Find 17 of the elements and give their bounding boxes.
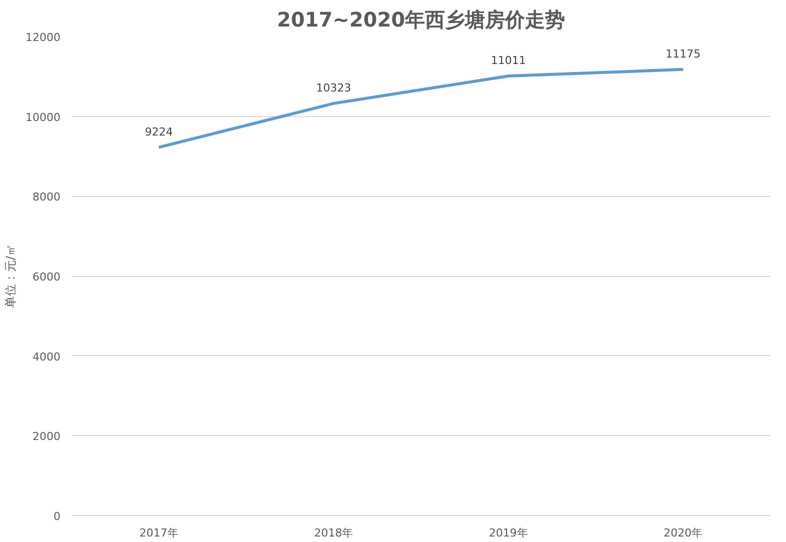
y-tick-label: 10000 bbox=[26, 110, 61, 124]
x-tick-label: 2019年 bbox=[488, 526, 528, 540]
y-tick-label: 4000 bbox=[32, 350, 61, 364]
y-axis-title: 单位：元/㎡ bbox=[4, 244, 18, 308]
y-tick-label: 12000 bbox=[26, 31, 61, 44]
x-tick-label: 2018年 bbox=[314, 526, 354, 540]
y-tick-label: 8000 bbox=[32, 190, 61, 204]
x-tick-label: 2020年 bbox=[664, 526, 703, 540]
y-tick-label: 0 bbox=[54, 510, 60, 523]
data-label: 10323 bbox=[316, 81, 352, 94]
x-tick-label: 2017年 bbox=[139, 526, 178, 540]
data-label: 9224 bbox=[144, 125, 173, 138]
chart-title: 2017~2020年西乡塘房价走势 bbox=[276, 8, 566, 32]
data-label: 11175 bbox=[666, 47, 701, 60]
y-tick-label: 2000 bbox=[32, 430, 61, 444]
data-label: 11011 bbox=[490, 54, 526, 67]
y-tick-label: 6000 bbox=[32, 270, 61, 284]
